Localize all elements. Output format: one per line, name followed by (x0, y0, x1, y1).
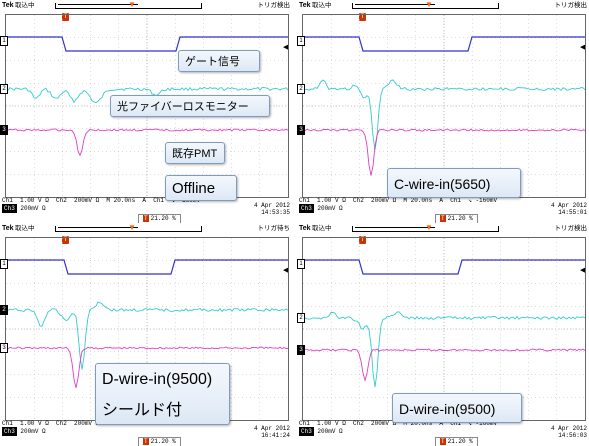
record-window (58, 227, 138, 230)
timestamp: 4 Apr 2012 14:56:03 (550, 425, 587, 439)
ch1-trace (303, 259, 585, 275)
ch2-marker: 2 (297, 313, 305, 323)
ch2-trace (303, 311, 585, 388)
status-bar: Tek 取込中 ▼ トリガ待ち (0, 223, 292, 234)
ch3-readout: Ch3 200mV Ω (299, 427, 343, 436)
status-bar: Tek 取込中 ▼ トリガ検出 (0, 0, 292, 11)
ch2-marker: 2 (0, 84, 8, 94)
trigger-marker-icon: T (359, 13, 366, 21)
waveform-display: ◀ (303, 15, 585, 197)
brand-logo: Tek (299, 225, 311, 232)
waveform-graticule: ◀ (5, 237, 289, 421)
annotation-label: D-wire-in(9500) シールド付 (95, 363, 230, 425)
readout-bar: Ch1 1.00 V Ω Ch2 200mV Ω M 20.0ns A Ch1 … (297, 197, 589, 223)
trigger-marker-icon: T (62, 13, 69, 21)
acquisition-status: 取込中 (312, 2, 332, 9)
scope-panel: Tek 取込中 ▼ トリガ検出 T ◀ 1 2 3 Ch1 1.00 V Ω C… (297, 223, 589, 446)
timestamp: 4 Apr 2012 14:55:01 (550, 202, 587, 216)
trigger-position-icon: ▼ (425, 0, 433, 9)
timestamp: 4 Apr 2012 16:41:24 (253, 425, 290, 439)
record-view-bar (55, 3, 202, 9)
channel-readout: Ch1 1.00 V Ω Ch2 200mV Ω M 20.0ns A Ch1 … (299, 420, 498, 427)
status-bar: Tek 取込中 ▼ トリガ検出 (297, 0, 589, 11)
channel-readout: Ch1 1.00 V Ω Ch2 200mV Ω M 20.0ns A Ch1 … (299, 197, 498, 204)
trigger-level-readout: T 21.20 % (435, 437, 478, 446)
ch1-marker: 1 (297, 36, 305, 46)
ch3-readout: Ch3 200mV Ω (2, 204, 46, 213)
ch1-trace (6, 36, 288, 52)
scope-panel: Tek 取込中 ▼ トリガ検出 T ◀ 1 2 3 Ch1 1.00 V Ω C… (297, 0, 589, 223)
record-view-bar (55, 226, 202, 232)
record-view-bar (352, 226, 499, 232)
ch2-trace (303, 79, 585, 150)
ch2-marker: 2 (0, 305, 8, 315)
annotation-label: 既存PMT (165, 142, 225, 164)
acquisition-status: 取込中 (312, 225, 332, 232)
ch3-trace (6, 346, 288, 389)
brand-logo: Tek (299, 2, 311, 9)
brand-logo: Tek (2, 2, 14, 9)
ch1-marker: 1 (0, 36, 8, 46)
trigger-level-readout: T 21.20 % (435, 214, 478, 223)
scope-panel: Tek 取込中 ▼ トリガ待ち T ◀ 1 2 3 Ch1 1.00 V Ω C… (0, 223, 292, 446)
timestamp: 4 Apr 2012 14:53:35 (253, 202, 290, 216)
waveform-display: ◀ (6, 238, 288, 420)
ch3-marker: 3 (297, 345, 305, 355)
ch1-marker: 1 (0, 259, 8, 269)
ch1-trace (303, 36, 585, 52)
ch3-marker: 3 (0, 125, 8, 135)
ch3-trace (6, 128, 288, 157)
annotation-label: C-wire-in(5650) (387, 168, 521, 198)
acquisition-status: 取込中 (15, 2, 35, 9)
annotation-label: D-wire-in(9500) (392, 393, 522, 423)
readout-bar: Ch1 1.00 V Ω Ch2 200mV Ω M 20.0ns A Ch1 … (297, 420, 589, 446)
trigger-status: トリガ検出 (554, 2, 588, 9)
ch3-trace (303, 128, 585, 176)
ch2-trace (6, 86, 288, 104)
trigger-status: トリガ検出 (257, 2, 291, 9)
ch3-marker: 3 (0, 343, 8, 353)
acquisition-status: 取込中 (15, 225, 35, 232)
record-view-bar (352, 3, 499, 9)
trigger-position-icon: ▼ (128, 0, 136, 9)
trigger-position-icon: ▼ (128, 223, 136, 232)
annotation-label: ゲート信号 (178, 50, 260, 72)
trigger-status: トリガ待ち (257, 225, 291, 232)
record-window (58, 4, 138, 7)
brand-logo: Tek (2, 225, 14, 232)
annotation-label: Offline (165, 175, 237, 201)
annotation-label: 光ファイバーロスモニター (110, 95, 270, 117)
ch1-marker: 1 (297, 259, 305, 269)
trigger-marker-icon: T (62, 236, 69, 244)
ch3-trace (303, 348, 585, 383)
readout-bar: Ch1 1.00 V Ω Ch2 200mV Ω M 20.0ns A Ch1 … (0, 197, 292, 223)
waveform-display: ◀ (303, 238, 585, 420)
ch3-readout: Ch3 200mV Ω (2, 427, 46, 436)
trigger-marker-icon: T (359, 236, 366, 244)
trigger-level-arrow-icon: ◀ (283, 267, 288, 274)
trigger-status: トリガ検出 (554, 225, 588, 232)
trigger-position-icon: ▼ (425, 223, 433, 232)
ch3-marker: 3 (297, 125, 305, 135)
status-bar: Tek 取込中 ▼ トリガ検出 (297, 223, 589, 234)
trigger-level-arrow-icon: ◀ (580, 267, 585, 274)
trigger-level-arrow-icon: ◀ (283, 44, 288, 51)
scope-panel: Tek 取込中 ▼ トリガ検出 T ◀ 1 2 3 Ch1 1.00 V Ω C… (0, 0, 292, 223)
ch2-trace (6, 301, 288, 370)
trigger-level-readout: T 21.20 % (138, 437, 181, 446)
ch1-trace (6, 259, 288, 275)
record-window (355, 4, 435, 7)
record-window (355, 227, 435, 230)
ch3-readout: Ch3 200mV Ω (299, 204, 343, 213)
trigger-level-arrow-icon: ◀ (580, 44, 585, 51)
ch2-marker: 2 (297, 84, 305, 94)
trigger-level-readout: T 21.20 % (138, 214, 181, 223)
